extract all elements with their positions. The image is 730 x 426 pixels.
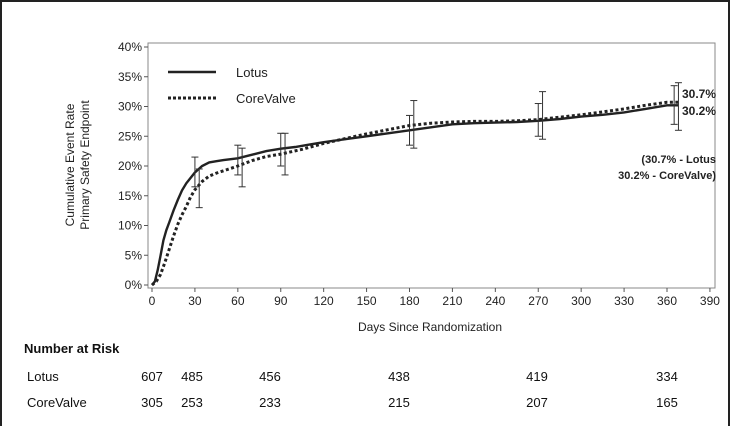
y-axis-title: Cumulative Event Rate Primary Safety End… [63, 100, 92, 230]
series-line-corevalve [151, 100, 679, 287]
annotation-line-1: (30.7% - Lotus [641, 154, 716, 166]
risk-value: 253 [181, 395, 203, 410]
x-axis-title: Days Since Randomization [358, 320, 502, 334]
risk-value: 305 [141, 395, 163, 410]
risk-value: 438 [388, 369, 410, 384]
risk-row-label: Lotus [27, 369, 59, 384]
y-axis-title-line-2: Primary Safety Endpoint [78, 100, 92, 230]
risk-value: 456 [259, 369, 281, 384]
risk-value: 165 [656, 395, 678, 410]
annotation-line-2: 30.2% - CoreValve) [618, 170, 716, 182]
x-tick-label: 120 [314, 294, 334, 308]
error-bar-corevalve [195, 168, 203, 209]
risk-row-label: CoreValve [27, 395, 87, 410]
error-bar-corevalve [238, 147, 246, 188]
error-bar-corevalve [281, 132, 289, 176]
y-axis-title-line-1: Cumulative Event Rate [63, 103, 77, 226]
x-tick-label: 330 [614, 294, 634, 308]
x-tick-label: 240 [485, 294, 505, 308]
y-tick-label: 15% [118, 189, 142, 203]
error-bar-lotus [534, 103, 542, 137]
y-tick-label: 25% [118, 129, 142, 143]
x-tick-label: 0 [149, 294, 156, 308]
y-tick-label: 35% [118, 70, 142, 84]
x-tick-label: 90 [274, 294, 288, 308]
series-line-lotus [151, 104, 679, 286]
y-tick-label: 10% [118, 219, 142, 233]
x-tick-label: 150 [357, 294, 377, 308]
x-tick-label: 270 [528, 294, 548, 308]
plot-area [147, 42, 716, 289]
x-tick-label: 390 [700, 294, 720, 308]
y-tick-label: 5% [125, 248, 143, 262]
risk-value: 233 [259, 395, 281, 410]
x-tick-label: 30 [188, 294, 202, 308]
y-tick-label: 20% [118, 159, 142, 173]
risk-value: 334 [656, 369, 678, 384]
x-tick-label: 180 [399, 294, 419, 308]
risk-value: 485 [181, 369, 203, 384]
legend-corevalve-label: CoreValve [236, 91, 296, 106]
error-bar-lotus [234, 144, 242, 176]
x-tick-label: 360 [657, 294, 677, 308]
y-tick-label: 0% [125, 278, 143, 292]
error-bar-lotus [406, 114, 413, 146]
risk-value: 207 [526, 395, 548, 410]
end-label-corevalve: 30.7% [682, 87, 716, 101]
risk-value: 419 [526, 369, 548, 384]
error-bar-lotus [191, 156, 199, 188]
series-layer [151, 82, 682, 287]
error-bar-corevalve [674, 82, 682, 131]
error-bar-corevalve [410, 100, 418, 149]
error-bar-corevalve [539, 91, 547, 140]
risk-value: 607 [141, 369, 163, 384]
number-at-risk-title: Number at Risk [24, 341, 120, 356]
y-tick-label: 40% [118, 40, 142, 54]
x-tick-label: 300 [571, 294, 591, 308]
legend: Lotus CoreValve [168, 65, 296, 106]
x-tick-label: 210 [442, 294, 462, 308]
end-label-lotus: 30.2% [682, 104, 716, 118]
y-tick-label: 30% [118, 100, 142, 114]
x-tick-label: 60 [231, 294, 245, 308]
axes: 0% 5% 10% 15% 20% 25% 30% 35% 40% 0 30 60 90 120 150 18… [118, 40, 720, 308]
risk-value: 215 [388, 395, 410, 410]
legend-lotus-label: Lotus [236, 65, 268, 80]
error-bar-lotus [670, 85, 678, 125]
